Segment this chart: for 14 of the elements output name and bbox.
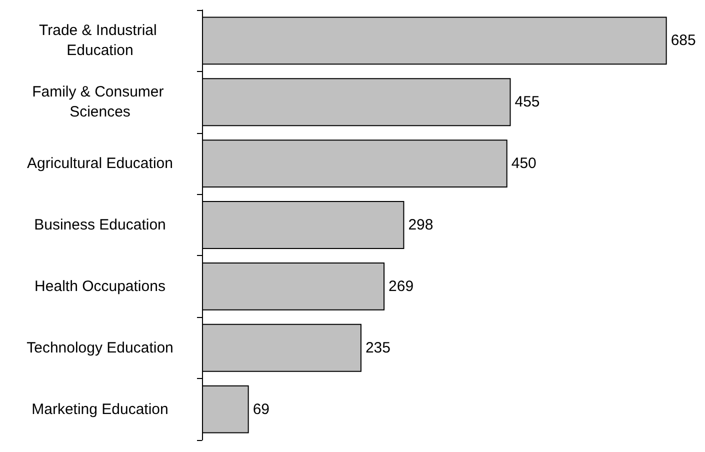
y-tick-label: Agricultural Education [27,155,173,172]
data-label: 450 [511,155,536,172]
data-label: 235 [365,339,390,356]
data-label: 269 [388,278,414,295]
data-label: 69 [252,400,270,418]
y-tick-label: Business Education [34,216,166,234]
y-tick-label: Health Occupations [34,278,166,295]
data-label: 685 [670,32,696,50]
y-tick-label: Technology Education [26,339,174,356]
y-tick-label: Trade & Industrial Education [39,22,161,60]
y-tick-label: Marketing Education [32,400,168,418]
data-label: 298 [408,216,434,234]
y-tick-label: Family & Consumer Sciences [32,84,168,121]
data-label: 455 [514,94,540,111]
